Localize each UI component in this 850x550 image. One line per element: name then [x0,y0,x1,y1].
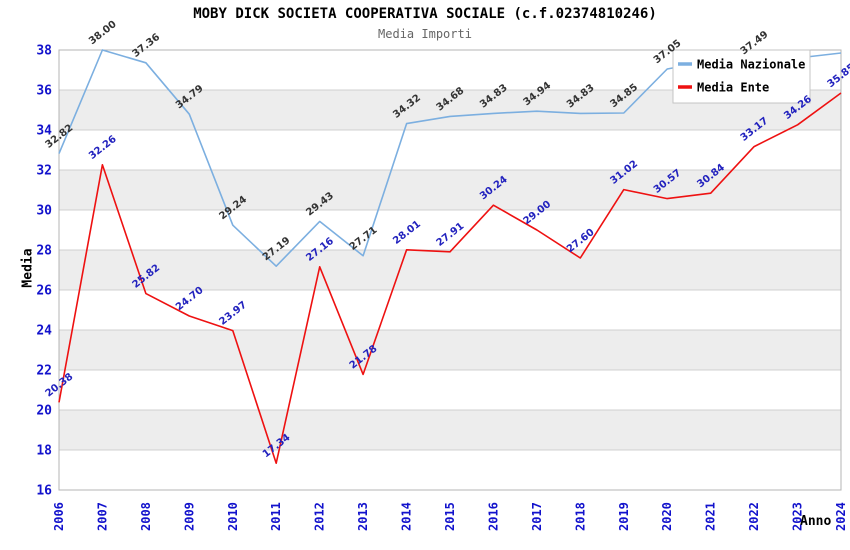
legend-box [672,49,811,104]
x-tick-label: 2016 [486,502,500,531]
y-tick-label: 26 [36,284,52,299]
x-tick-label: 2015 [443,502,457,531]
x-tick-label: 2021 [704,502,718,531]
x-tick-label: 2009 [182,502,196,531]
y-tick-label: 30 [36,204,52,219]
data-label: 27.91 [435,221,467,249]
x-tick-label: 2024 [834,502,848,531]
legend-label-media-nazionale: Media Nazionale [697,58,805,72]
y-tick-label: 22 [36,364,52,379]
data-label: 28.01 [391,219,423,247]
plot-border-rect [58,49,842,491]
y-tick-label: 36 [36,84,52,99]
x-tick-label: 2014 [400,502,414,531]
x-tick-label: 2023 [791,502,805,531]
y-tick-label: 16 [36,484,52,499]
chart-subtitle: Media Importi [378,27,472,41]
plot-border [58,49,842,491]
x-axis-title: Anno [800,514,832,529]
legend-label-media-ente: Media Ente [697,81,769,95]
background-bands [59,90,841,450]
gridlines [59,49,841,491]
x-tick-label: 2022 [747,502,761,531]
x-tick-label: 2012 [313,502,327,531]
y-tick-label: 34 [36,124,52,139]
x-tick-label: 2010 [226,502,240,531]
x-tick-label: 2007 [95,502,109,531]
y-tick-label: 20 [36,404,52,419]
x-tick-label: 2020 [660,502,674,531]
chart-title: MOBY DICK SOCIETA COOPERATIVA SOCIALE (c… [193,6,657,22]
y-tick-label: 24 [36,324,52,339]
data-label: 37.36 [131,32,163,60]
band [59,170,841,210]
x-tick-label: 2008 [139,502,153,531]
data-label: 35.85 [826,62,850,90]
legend: Media Nazionale Media Ente [672,49,811,104]
x-tick-label: 2013 [356,502,370,531]
y-tick-label: 28 [36,244,52,259]
band [59,410,841,450]
band [59,330,841,370]
series-line-media-ente [58,92,842,465]
y-tick-label: 38 [36,44,52,59]
data-label: 38.00 [87,19,119,47]
x-tick-label: 2011 [269,502,283,531]
x-tick-label: 2006 [52,502,66,531]
y-tick-label: 32 [36,164,52,179]
data-label: 32.26 [87,134,119,162]
x-tick-label: 2019 [617,502,631,531]
x-tick-label: 2017 [530,502,544,531]
x-tick-label: 2018 [573,502,587,531]
y-tick-label: 18 [36,444,52,459]
data-label: 27.71 [348,225,380,253]
band [59,250,841,290]
data-label: 23.97 [217,300,249,328]
